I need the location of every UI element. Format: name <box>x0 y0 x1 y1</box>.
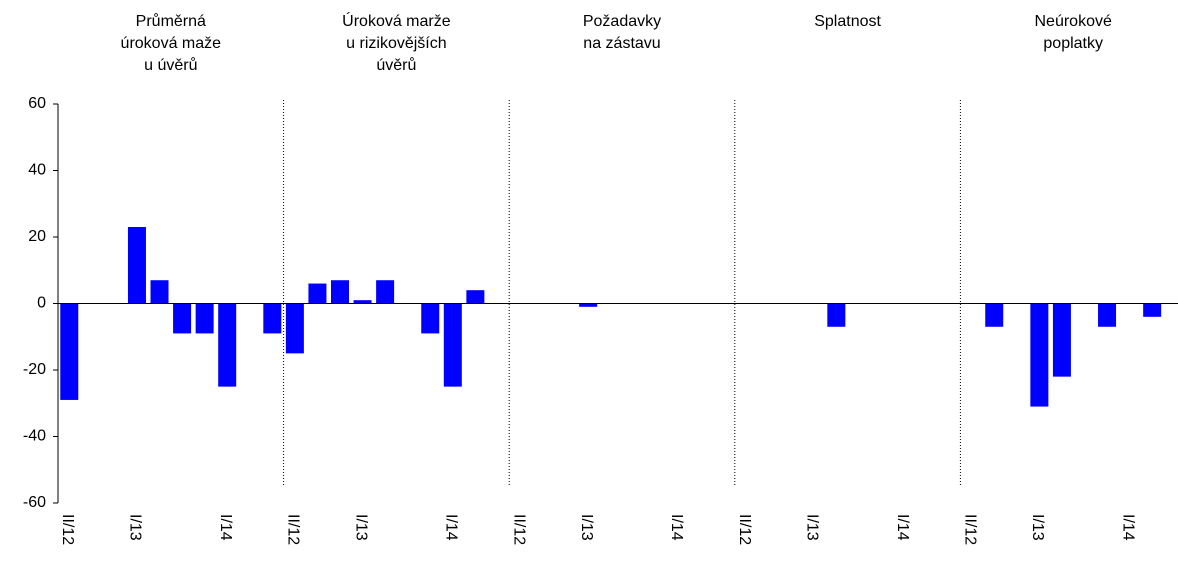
y-tick-label: 60 <box>28 95 46 112</box>
bar <box>1030 303 1049 407</box>
bar <box>466 290 485 304</box>
bar <box>263 303 282 334</box>
bar <box>218 303 237 387</box>
bar <box>150 280 169 304</box>
group-title: Průměrná <box>136 12 206 30</box>
x-tick-label: I/14 <box>1119 514 1136 541</box>
group-title: úroková maže <box>121 35 222 52</box>
group-title: u úvěrů <box>144 56 197 74</box>
x-tick-label: I/13 <box>804 514 821 541</box>
bar <box>421 303 440 334</box>
bar <box>331 280 349 304</box>
x-tick-label: I/13 <box>127 514 144 541</box>
group-title: Úroková marže <box>342 11 451 30</box>
bar <box>353 300 372 304</box>
y-tick-label: -20 <box>23 361 46 378</box>
y-tick-label: 40 <box>28 162 46 179</box>
bar <box>127 227 146 304</box>
x-tick-label: II/12 <box>285 514 302 545</box>
x-tick-label: I/14 <box>217 514 234 541</box>
bar <box>376 280 395 304</box>
y-tick-label: -40 <box>23 428 46 445</box>
x-tick-label: I/13 <box>352 514 369 541</box>
bar <box>195 303 214 334</box>
bar <box>443 303 462 387</box>
x-tick-label: I/13 <box>1029 514 1046 541</box>
x-tick-label: I/13 <box>578 514 595 541</box>
bar <box>1098 303 1117 327</box>
x-tick-label: I/14 <box>894 514 911 541</box>
group-title: Splatnost <box>814 13 881 30</box>
x-tick-label: II/12 <box>59 514 76 545</box>
bar <box>308 283 327 304</box>
bar <box>285 303 304 354</box>
x-tick-label: I/14 <box>443 514 460 541</box>
x-tick-label: II/12 <box>510 514 527 545</box>
bar <box>1143 303 1162 317</box>
bar <box>827 303 846 327</box>
group-title: Požadavky <box>583 13 661 30</box>
group-title: na zástavu <box>583 35 660 52</box>
group-title: u rizikovějších <box>346 35 446 52</box>
bar <box>173 303 192 334</box>
bar <box>1052 303 1071 377</box>
y-tick-label: -60 <box>23 494 46 511</box>
bar <box>579 303 598 307</box>
bar <box>985 303 1004 327</box>
y-tick-label: 0 <box>37 295 46 312</box>
y-tick-label: 20 <box>28 228 46 245</box>
x-tick-label: II/12 <box>961 514 978 545</box>
x-tick-label: I/14 <box>668 514 685 541</box>
group-title: úvěrů <box>376 56 416 74</box>
group-title: poplatky <box>1043 35 1103 52</box>
group-title: Neúrokové <box>1035 13 1112 30</box>
x-tick-label: II/12 <box>736 514 753 545</box>
bar <box>60 303 79 400</box>
